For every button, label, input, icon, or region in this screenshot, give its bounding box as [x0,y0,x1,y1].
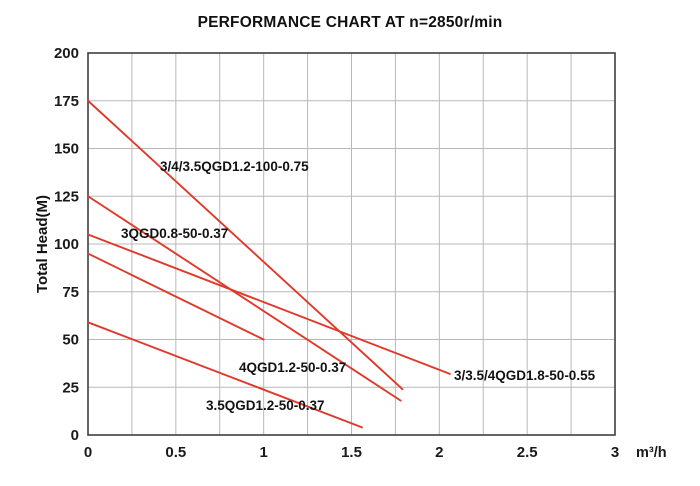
y-axis-title: Total Head(M) [34,195,51,293]
performance-curve [87,233,451,375]
performance-curve [87,99,404,391]
performance-curve [87,195,402,402]
curve-label: 3/3.5/4QGD1.8-50-0.55 [454,368,596,383]
x-tick-label: 2.5 [517,444,538,461]
x-tick-label: 0 [84,444,92,461]
x-tick-label: 2 [435,444,443,461]
curve-label: 4QGD1.2-50-0.37 [239,360,346,375]
x-tick-label: 1.5 [341,444,362,461]
y-tick-label: 125 [54,188,79,205]
performance-curve [87,321,363,429]
x-tick-label: 3 [611,444,619,461]
y-tick-label: 150 [54,141,79,158]
y-tick-label: 200 [54,45,79,62]
chart-title: PERFORMANCE CHART AT n=2850r/min [197,14,503,31]
curve-label: 3QGD0.8-50-0.37 [121,226,228,241]
axis-frame [87,52,616,436]
x-tick-label: 1 [259,444,267,461]
y-tick-label: 75 [62,284,79,301]
curve-label: 3/4/3.5QGD1.2-100-0.75 [160,159,309,174]
x-tick-label: 0.5 [165,444,186,461]
y-tick-label: 50 [62,332,79,349]
y-tick-label: 100 [54,236,79,253]
curve-label: 3.5QGD1.2-50-0.37 [206,398,325,413]
y-tick-label: 0 [71,427,79,444]
y-tick-label: 25 [62,379,79,396]
y-tick-label: 175 [54,93,79,110]
performance-curve [87,252,265,341]
x-axis-unit: m³/h [636,445,667,461]
